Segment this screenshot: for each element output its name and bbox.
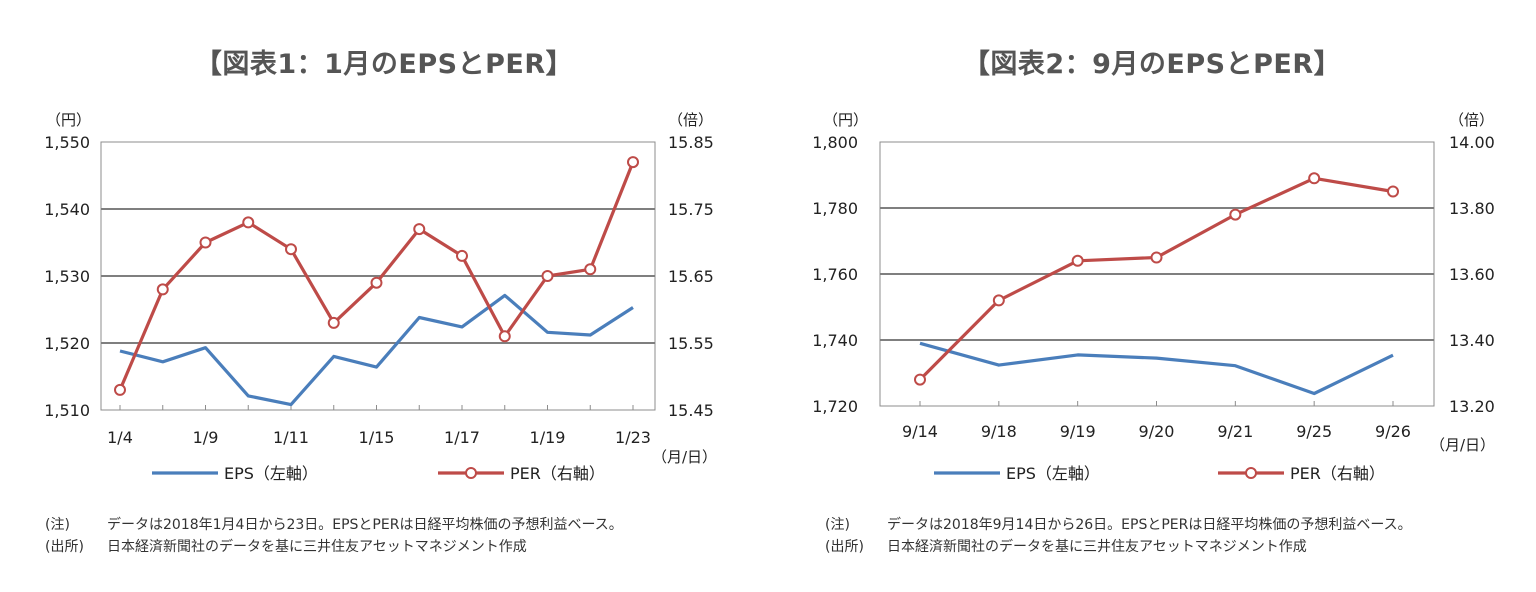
x-tick-label: 1/17 [444,428,480,447]
source-text: 日本経済新聞社のデータを基に三井住友アセットマネジメント作成 [887,539,1307,555]
x-tick-label: 1/15 [359,428,395,447]
x-tick-label: 1/23 [615,428,651,447]
y-right-tick-label: 13.20 [1449,397,1495,416]
per-data-point [242,216,255,229]
per-data-point [413,223,426,236]
y-right-tick-label: 15.75 [668,200,714,219]
per-data-point [914,373,926,386]
per-data-point [1308,172,1321,185]
y-right-unit-label: （倍） [1449,111,1494,129]
eps-series-line [119,293,634,407]
y-left-tick-label: 1,780 [812,199,858,218]
y-left-tick-label: 1,720 [812,397,858,416]
chart-title: 【図表2：9月のEPSとPER】 [962,49,1342,80]
legend-eps-label: EPS（左軸） [224,464,318,483]
per-data-point [285,243,297,256]
per-data-point [327,316,340,329]
line-chart-2: 1,720 13.20 1,740 13.40 1,760 13.60 1,780 13.80… [812,111,1495,483]
eps-series-line [919,341,1394,396]
x-tick-label: 9/19 [1060,422,1096,441]
per-data-point [627,156,639,169]
x-tick-label: 1/19 [530,428,566,447]
y-left-tick-label: 1,520 [44,334,90,353]
line-chart-1: 1,510 15.45 1,520 15.55 1,530 15.65 1,540 15.75… [44,111,717,483]
y-right-tick-label: 14.00 [1449,133,1495,152]
y-right-unit-label: （倍） [668,111,713,129]
y-left-tick-label: 1,510 [44,401,90,420]
y-right-tick-label: 15.65 [668,267,714,286]
per-data-point [584,263,597,276]
per-data-point [156,283,169,296]
y-left-tick-label: 1,740 [812,331,858,350]
legend-per-marker [1245,467,1257,479]
x-tick-label: 9/26 [1375,422,1411,441]
note-text: データは2018年1月4日から23日。EPSとPERは日経平均株価の予想利益ベー… [107,517,623,533]
per-data-point [1150,251,1163,264]
x-tick-label: 9/20 [1139,422,1175,441]
y-left-tick-label: 1,760 [812,265,858,284]
per-data-point [199,236,212,249]
per-data-point [1071,254,1084,267]
source-label: (出所) [825,539,864,555]
source-text: 日本経済新聞社のデータを基に三井住友アセットマネジメント作成 [107,539,527,555]
x-tick-label: 1/9 [193,428,219,447]
y-left-tick-label: 1,800 [812,133,858,152]
y-right-tick-label: 13.40 [1449,331,1495,350]
source-label: (出所) [45,539,84,555]
x-tick-label: 1/4 [107,428,133,447]
y-left-tick-label: 1,530 [44,267,90,286]
y-left-unit-label: （円） [823,111,868,129]
y-right-tick-label: 15.45 [668,401,714,420]
x-tick-label: 9/21 [1217,422,1253,441]
x-tick-label: 9/18 [981,422,1017,441]
legend-eps-label: EPS（左軸） [1006,464,1100,483]
y-right-tick-label: 13.60 [1449,265,1495,284]
y-right-tick-label: 15.85 [668,133,714,152]
y-left-unit-label: （円） [46,111,91,129]
y-right-tick-label: 13.80 [1449,199,1495,218]
per-data-point [498,330,511,343]
note-text: データは2018年9月14日から26日。EPSとPERは日経平均株価の予想利益ベ… [887,517,1412,533]
per-data-point [1229,208,1242,221]
x-tick-label: 9/14 [902,422,938,441]
per-data-point [992,294,1005,307]
note-label: (注) [825,517,850,533]
chart-title: 【図表1：1月のEPSとPER】 [194,49,574,80]
legend-per-label: PER（右軸） [1290,464,1385,483]
note-label: (注) [45,517,70,533]
x-unit-label: （月/日） [652,448,717,466]
per-data-point [1387,185,1399,198]
per-data-point [541,270,554,282]
per-data-point [456,249,468,262]
per-data-point [370,276,383,289]
y-left-tick-label: 1,540 [44,200,90,219]
x-tick-label: 9/25 [1296,422,1332,441]
x-tick-label: 1/11 [273,428,309,447]
chart-footnote: (注) データは2018年1月4日から23日。EPSとPERは日経平均株価の予想利… [45,514,623,558]
chart-panel-1: 【図表1：1月のEPSとPER】 1,510 15.45 1,520 15.55 1,5… [44,49,717,558]
x-unit-label: （月/日） [1430,436,1495,454]
per-data-point [114,383,126,396]
legend-per-marker [465,467,477,479]
y-left-tick-label: 1,550 [44,133,90,152]
y-right-tick-label: 15.55 [668,334,714,353]
chart-footnote: (注) データは2018年9月14日から26日。EPSとPERは日経平均株価の予想… [825,514,1412,558]
legend-per-label: PER（右軸） [510,464,605,483]
chart-panel-2: 【図表2：9月のEPSとPER】 1,720 13.20 1,740 13.40 1,7… [768,0,1536,592]
